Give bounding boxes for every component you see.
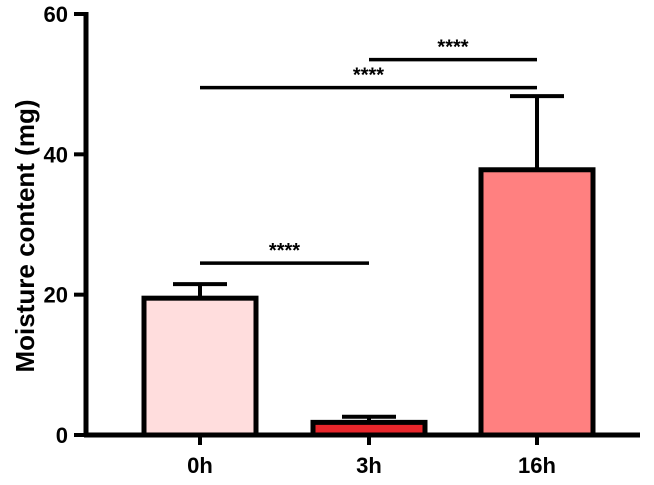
- significance-label-2: ****: [353, 65, 384, 87]
- y-tick-label-20: 20: [44, 283, 68, 308]
- y-tick-label-0: 0: [56, 423, 68, 448]
- y-axis-title: Moisture content (mg): [10, 100, 40, 373]
- x-tick-label-16h: 16h: [518, 453, 556, 478]
- x-tick-label-0h: 0h: [187, 453, 213, 478]
- bar-0h: [141, 295, 259, 438]
- significance-label-3: ****: [437, 37, 468, 59]
- significance-label-1: ****: [269, 240, 300, 262]
- x-tick-label-3h: 3h: [356, 453, 382, 478]
- y-tick-label-40: 40: [44, 142, 68, 167]
- bar-16h: [478, 167, 596, 438]
- plot-area: 0h 3h 16h 0 20 40 60 **** **** ****: [44, 2, 640, 478]
- y-tick-label-60: 60: [44, 2, 68, 27]
